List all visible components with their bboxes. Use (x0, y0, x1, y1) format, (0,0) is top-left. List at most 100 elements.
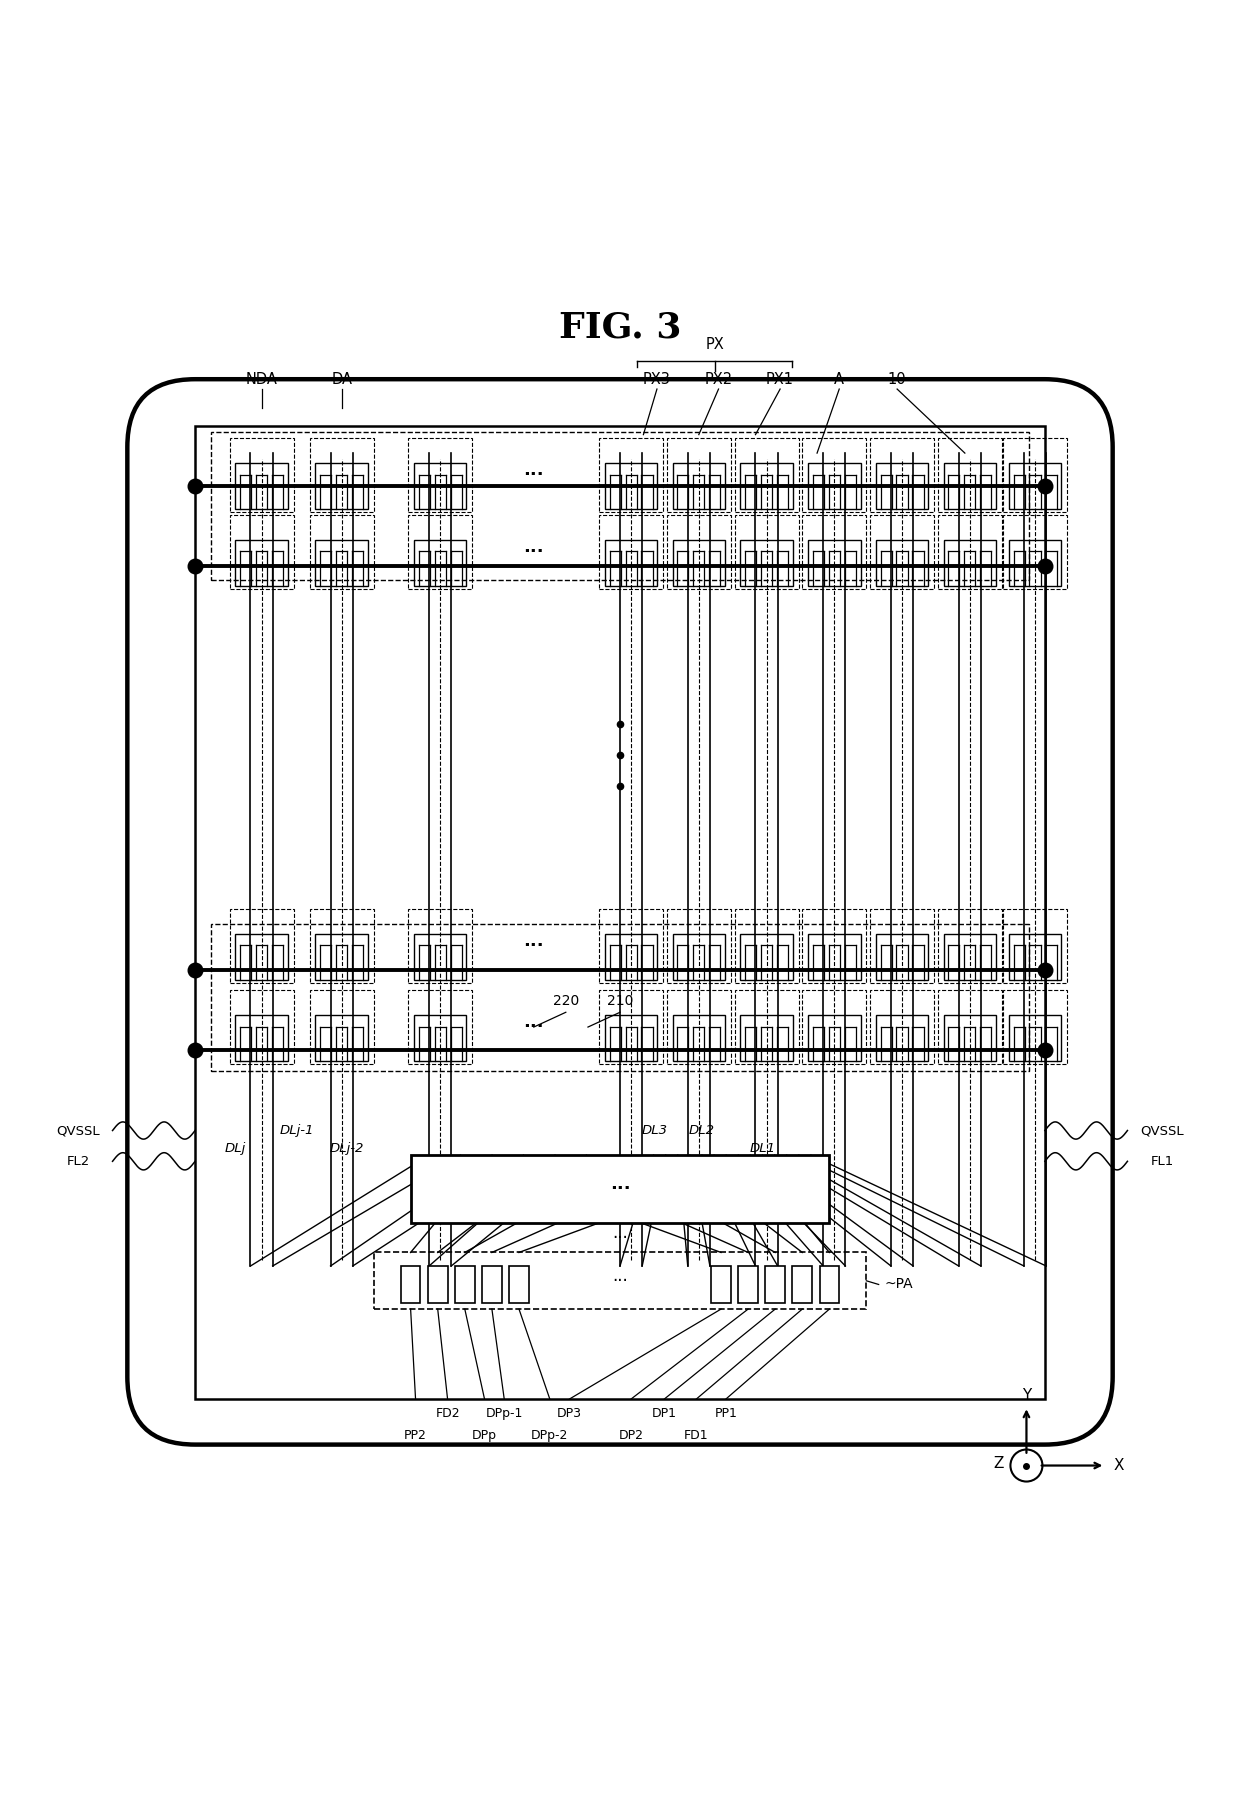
Text: DA: DA (331, 371, 352, 387)
Bar (1003, 909, 1068, 983)
Text: Y: Y (1022, 1388, 1032, 1402)
Bar (672, 463, 725, 509)
Bar (599, 515, 663, 588)
Text: ···: ··· (523, 1018, 544, 1036)
Text: DLj-2: DLj-2 (330, 1142, 363, 1155)
Bar (310, 909, 373, 983)
Text: PX3: PX3 (644, 371, 671, 387)
Bar (870, 909, 934, 983)
Text: FD1: FD1 (684, 1429, 709, 1443)
Point (1035, 472, 1055, 500)
Text: PX1: PX1 (766, 371, 794, 387)
Bar (414, 463, 466, 509)
Point (185, 956, 205, 984)
Bar (408, 909, 472, 983)
Bar (1009, 934, 1061, 979)
Text: DL1: DL1 (750, 1142, 776, 1155)
Bar (944, 1015, 996, 1061)
Text: DP2: DP2 (619, 1429, 644, 1443)
Bar (1009, 1015, 1061, 1061)
Bar (229, 437, 294, 513)
Text: ···: ··· (613, 1271, 627, 1289)
Text: DL2: DL2 (688, 1124, 714, 1137)
Bar (944, 934, 996, 979)
Bar (870, 990, 934, 1063)
Text: FD2: FD2 (435, 1408, 460, 1420)
Bar (765, 1266, 785, 1304)
Text: DLj: DLj (226, 1142, 247, 1155)
Text: PP2: PP2 (404, 1429, 427, 1443)
Bar (820, 1266, 839, 1304)
Bar (315, 1015, 368, 1061)
Text: 210: 210 (606, 993, 634, 1008)
Bar (734, 515, 799, 588)
Bar (1009, 540, 1061, 586)
Point (1035, 552, 1055, 581)
Bar (802, 909, 867, 983)
Bar (672, 1015, 725, 1061)
Bar (802, 437, 867, 513)
Bar (455, 1266, 475, 1304)
Bar (605, 1015, 657, 1061)
Bar (414, 1015, 466, 1061)
Text: 220: 220 (553, 993, 579, 1008)
Bar (808, 540, 861, 586)
Bar (802, 990, 867, 1063)
Text: DPp-2: DPp-2 (531, 1429, 568, 1443)
Text: DP3: DP3 (557, 1408, 582, 1420)
Text: DPp: DPp (472, 1429, 497, 1443)
Bar (315, 463, 368, 509)
Bar (1003, 437, 1068, 513)
Bar (734, 909, 799, 983)
Bar (428, 1266, 448, 1304)
Bar (599, 909, 663, 983)
Text: Z: Z (993, 1456, 1003, 1470)
Bar (667, 437, 730, 513)
Text: QVSSL: QVSSL (56, 1124, 100, 1137)
Bar (667, 990, 730, 1063)
Text: DPp-1: DPp-1 (486, 1408, 523, 1420)
Bar (510, 1266, 528, 1304)
Bar (373, 1253, 867, 1309)
Bar (740, 540, 792, 586)
Bar (738, 1266, 758, 1304)
Bar (667, 515, 730, 588)
Point (1035, 1036, 1055, 1065)
Text: ···: ··· (523, 936, 544, 954)
Bar (408, 515, 472, 588)
Bar (401, 1266, 420, 1304)
Bar (599, 437, 663, 513)
Bar (1003, 990, 1068, 1063)
Bar (229, 990, 294, 1063)
Bar (410, 1155, 830, 1223)
Bar (792, 1266, 812, 1304)
Bar (937, 437, 1002, 513)
Bar (310, 437, 373, 513)
Bar (408, 990, 472, 1063)
Point (185, 1036, 205, 1065)
Bar (734, 437, 799, 513)
Bar (315, 540, 368, 586)
Bar (944, 540, 996, 586)
Text: ···: ··· (613, 1228, 627, 1246)
Text: 10: 10 (888, 371, 906, 387)
Bar (482, 1266, 502, 1304)
Bar (236, 463, 288, 509)
Text: ···: ··· (610, 1180, 630, 1198)
Bar (875, 540, 929, 586)
Bar (1009, 463, 1061, 509)
Bar (937, 990, 1002, 1063)
Text: DLj-1: DLj-1 (280, 1124, 315, 1137)
Bar (236, 934, 288, 979)
Text: QVSSL: QVSSL (1140, 1124, 1184, 1137)
Text: ~PA: ~PA (885, 1277, 914, 1291)
Bar (605, 934, 657, 979)
Bar (712, 1266, 730, 1304)
Text: X: X (1114, 1458, 1125, 1474)
Bar (808, 463, 861, 509)
Bar (414, 934, 466, 979)
Bar (875, 463, 929, 509)
Bar (740, 463, 792, 509)
Text: PX2: PX2 (704, 371, 733, 387)
Bar (229, 515, 294, 588)
